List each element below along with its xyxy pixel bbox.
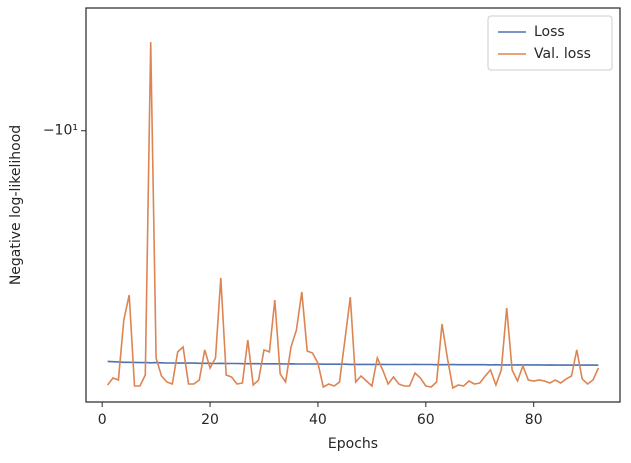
y-tick-label: −10¹ [43,123,78,139]
x-tick-label: 80 [525,412,543,428]
plot-frame [85,7,621,403]
line-series [107,360,599,366]
x-axis-label: Epochs [328,436,378,452]
x-tick-label: 60 [417,412,435,428]
x-tick-label: 40 [309,412,327,428]
line-series [106,42,600,390]
y-axis-label: Negative log-likelihood [8,125,24,285]
legend-box [487,15,613,71]
x-tick-label: 20 [201,412,219,428]
x-tick-label: 0 [98,412,107,428]
legend-label: Val. loss [534,46,591,62]
legend-label: Loss [534,24,565,40]
